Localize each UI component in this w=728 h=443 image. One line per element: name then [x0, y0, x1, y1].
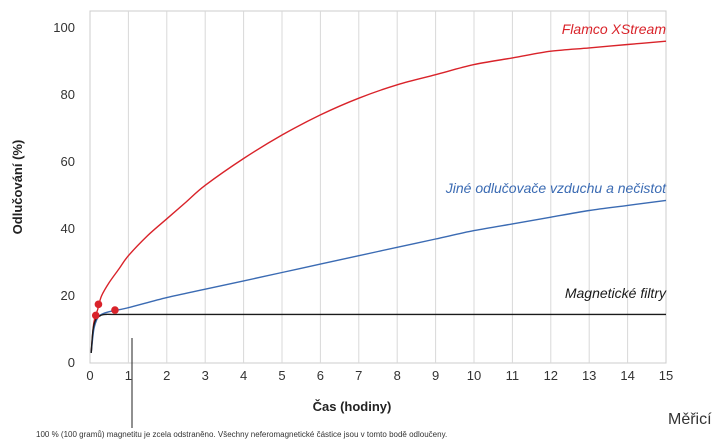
data-point-marker-1	[94, 300, 103, 309]
cut-off-label: Měřicí	[668, 411, 712, 428]
series-line-0	[90, 40, 667, 353]
x-axis-title: Čas (hodiny)	[313, 399, 392, 414]
x-tick-label: 9	[432, 368, 439, 383]
grid	[127, 11, 629, 363]
y-tick-label: 20	[61, 288, 75, 303]
plot-area	[89, 10, 667, 364]
x-tick-label: 8	[394, 368, 401, 383]
y-tick-label: 0	[68, 355, 75, 370]
series-line-2	[90, 313, 666, 353]
x-tick-label: 4	[240, 368, 247, 383]
x-tick-label: 2	[163, 368, 170, 383]
series-label-magnetic-filters: Magnetické filtry	[565, 285, 667, 301]
x-tick-label: 0	[86, 368, 93, 383]
y-tick-label: 40	[61, 221, 75, 236]
series-line-1	[90, 199, 667, 353]
x-tick-label: 6	[317, 368, 324, 383]
data-point-marker-2	[111, 306, 119, 314]
x-tick-label: 11	[506, 368, 520, 383]
y-axis-title: Odlučování (%)	[10, 140, 25, 235]
y-tick-label: 100	[53, 20, 75, 35]
y-tick-label: 80	[61, 87, 75, 102]
x-tick-label: 3	[202, 368, 209, 383]
x-tick-label: 1	[125, 368, 132, 383]
series-label-other-separators: Jiné odlučovače vzduchu a nečistot	[445, 180, 667, 196]
x-tick-label: 10	[467, 368, 481, 383]
x-tick-label: 15	[659, 368, 673, 383]
x-tick-label: 7	[355, 368, 362, 383]
series-group	[90, 40, 667, 353]
x-tick-label: 12	[544, 368, 558, 383]
marker-group	[91, 300, 119, 320]
data-point-marker-0	[91, 311, 100, 320]
x-tick-label: 14	[620, 368, 634, 383]
x-axis-ticks: 0 1 2 3 4 5 6 7 8 9 10 11 12 13 14 15	[86, 368, 673, 383]
x-tick-label: 5	[278, 368, 285, 383]
x-tick-label: 13	[582, 368, 596, 383]
y-axis-ticks: 0 20 40 60 80 100	[53, 20, 75, 370]
y-tick-label: 60	[61, 154, 75, 169]
series-label-flamco: Flamco XStream	[562, 21, 667, 37]
annotation-text: 100 % (100 gramů) magnetitu je zcela ods…	[36, 430, 447, 439]
